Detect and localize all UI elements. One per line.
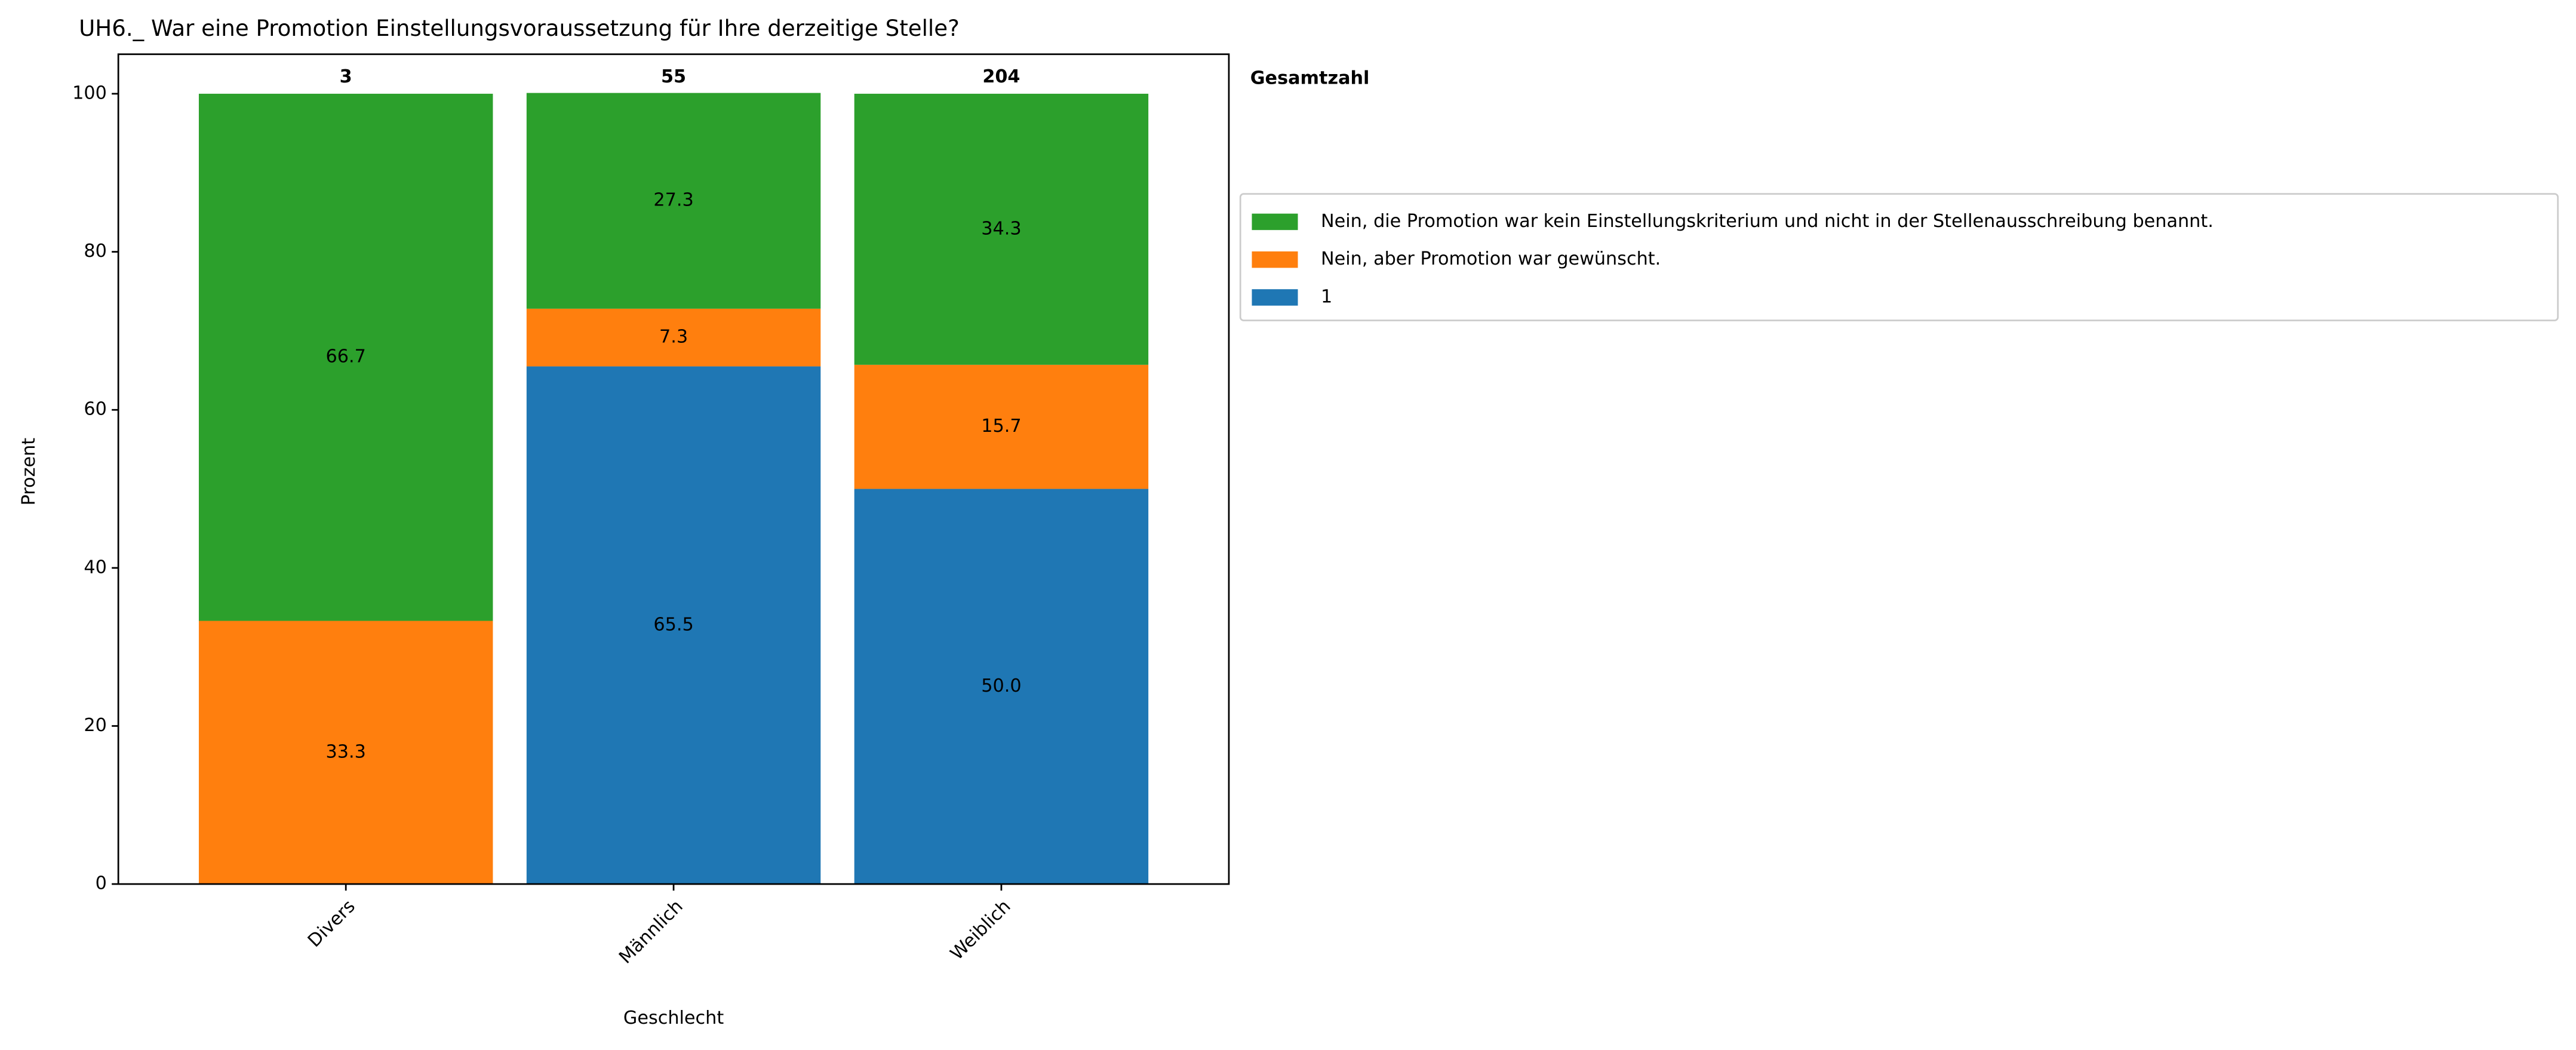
total-label: 204 bbox=[982, 66, 1020, 87]
legend-swatch bbox=[1252, 213, 1298, 231]
plot-frame bbox=[117, 53, 1230, 885]
bar-segment bbox=[854, 489, 1149, 885]
legend-box bbox=[1239, 193, 2559, 321]
bar-segment bbox=[526, 366, 821, 885]
legend-swatch bbox=[1252, 251, 1298, 268]
value-label: 7.3 bbox=[659, 327, 688, 348]
total-label: 55 bbox=[661, 66, 686, 87]
legend-label: Nein, aber Promotion war gewünscht. bbox=[1321, 248, 1661, 269]
y-tick-label: 20 bbox=[84, 715, 106, 736]
value-label: 50.0 bbox=[981, 676, 1021, 696]
y-tick-label: 60 bbox=[84, 399, 106, 420]
bar-segment bbox=[526, 93, 821, 309]
x-tick-label: Männlich bbox=[615, 896, 687, 968]
value-label: 66.7 bbox=[326, 346, 366, 367]
y-axis-label: Prozent bbox=[19, 438, 39, 506]
x-axis-label: Geschlecht bbox=[623, 1008, 724, 1028]
legend-label: 1 bbox=[1321, 286, 1332, 307]
chart-title: UH6._ War eine Promotion Einstellungsvor… bbox=[79, 16, 960, 41]
value-label: 27.3 bbox=[653, 190, 693, 211]
bar-segment bbox=[526, 308, 821, 367]
bar-segment bbox=[198, 621, 493, 885]
y-tick-label: 80 bbox=[84, 241, 106, 262]
x-tick-label: Weiblich bbox=[946, 896, 1015, 965]
totals-title: Gesamtzahl bbox=[1250, 68, 1370, 89]
y-tick-label: 40 bbox=[84, 557, 106, 578]
bar-segment bbox=[198, 93, 493, 621]
legend-label: Nein, die Promotion war kein Einstellung… bbox=[1321, 211, 2214, 232]
value-label: 34.3 bbox=[981, 218, 1021, 239]
y-tick-label: 100 bbox=[72, 82, 107, 103]
bar-segment bbox=[854, 364, 1149, 489]
y-tick-label: 0 bbox=[96, 873, 107, 894]
legend-swatch bbox=[1252, 289, 1298, 306]
value-label: 65.5 bbox=[653, 614, 693, 635]
value-label: 33.3 bbox=[326, 741, 366, 762]
bar-segment bbox=[854, 93, 1149, 365]
total-label: 3 bbox=[340, 66, 352, 87]
x-tick-label: Divers bbox=[304, 896, 359, 951]
value-label: 15.7 bbox=[981, 416, 1021, 437]
